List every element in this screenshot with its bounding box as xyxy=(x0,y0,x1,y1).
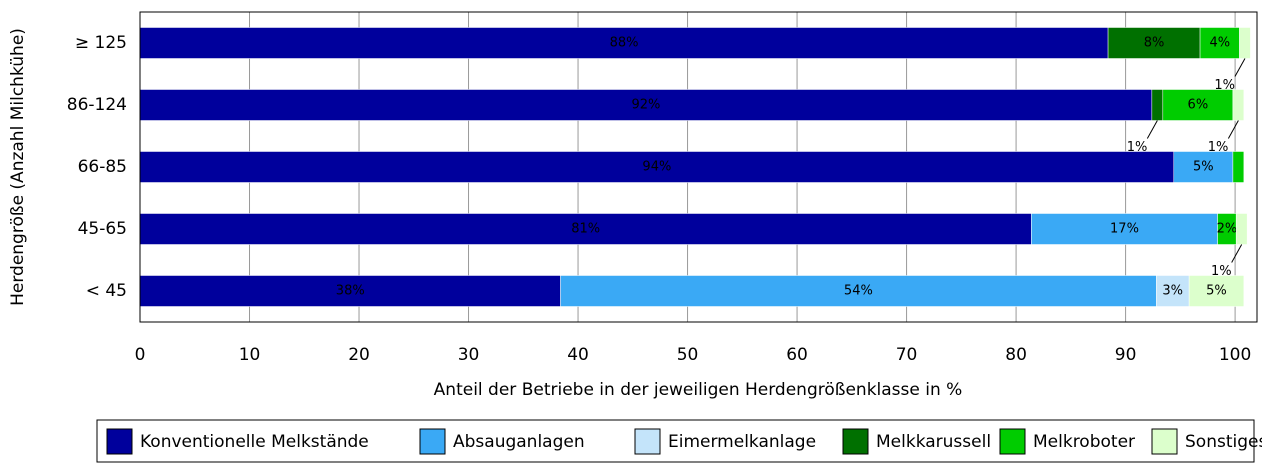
data-label: 17% xyxy=(1110,222,1139,237)
legend-swatch xyxy=(999,428,1026,455)
plot-frame xyxy=(139,11,1258,323)
bar-segment xyxy=(1232,151,1245,183)
bar-segment xyxy=(139,275,561,307)
legend-swatch xyxy=(634,428,661,455)
data-label: 92% xyxy=(631,98,660,113)
legend-label: Konventionelle Melkstände xyxy=(140,432,369,452)
bar-segment xyxy=(1107,27,1201,59)
y-axis-title: Herdengröße (Anzahl Milchkühe) xyxy=(8,28,28,306)
data-label: 94% xyxy=(642,160,671,175)
x-tick-label: 30 xyxy=(458,345,480,365)
legend-swatch xyxy=(1151,428,1178,455)
y-tick-label: ≥ 125 xyxy=(75,33,127,53)
y-tick-label: 45-65 xyxy=(78,219,127,239)
bar-segment xyxy=(1031,213,1218,245)
bar-segment xyxy=(1188,275,1245,307)
x-axis-title: Anteil der Betriebe in der jeweiligen He… xyxy=(434,380,963,400)
bar-segment xyxy=(139,27,1109,59)
legend-box xyxy=(96,419,1255,463)
leader-line xyxy=(1146,120,1158,139)
leader-line xyxy=(1234,58,1246,77)
data-label: 8% xyxy=(1144,36,1165,51)
bar-segment xyxy=(1235,213,1248,245)
data-label: 2% xyxy=(1217,222,1238,237)
bar-segment xyxy=(1232,89,1245,121)
data-label: 81% xyxy=(571,222,600,237)
x-tick-label: 50 xyxy=(677,345,699,365)
data-label: 4% xyxy=(1209,36,1230,51)
x-tick-label: 80 xyxy=(1005,345,1027,365)
bar-segment xyxy=(1156,275,1190,307)
legend-label: Sonstiges xyxy=(1185,432,1262,452)
legend-label: Eimermelkanlage xyxy=(668,432,816,452)
bar-segment xyxy=(139,213,1032,245)
data-label: 5% xyxy=(1193,160,1214,175)
bar-segment xyxy=(1151,89,1164,121)
legend-swatch xyxy=(106,428,133,455)
y-tick-label: 66-85 xyxy=(78,157,127,177)
bar-segment xyxy=(560,275,1157,307)
legend-label: Melkkarussell xyxy=(876,432,991,452)
x-tick-label: 70 xyxy=(896,345,918,365)
data-label: 88% xyxy=(610,36,639,51)
x-tick-label: 0 xyxy=(135,345,146,365)
leader-line xyxy=(1231,244,1243,263)
legend-label: Absauganlagen xyxy=(453,432,585,452)
bar-segment xyxy=(1239,27,1251,59)
data-label: 6% xyxy=(1188,98,1209,113)
data-label: 5% xyxy=(1206,284,1227,299)
data-label: 3% xyxy=(1162,284,1183,299)
data-label: 38% xyxy=(336,284,365,299)
x-tick-label: 10 xyxy=(239,345,261,365)
bar-segment xyxy=(139,151,1175,183)
y-tick-label: < 45 xyxy=(86,281,127,301)
legend-label: Melkroboter xyxy=(1033,432,1135,452)
legend-swatch xyxy=(842,428,869,455)
y-tick-label: 86-124 xyxy=(67,95,127,115)
leader-line xyxy=(1227,120,1239,139)
x-tick-label: 40 xyxy=(567,345,589,365)
x-tick-label: 60 xyxy=(786,345,808,365)
data-label: 54% xyxy=(844,284,873,299)
legend-swatch xyxy=(419,428,446,455)
x-tick-label: 90 xyxy=(1115,345,1137,365)
x-tick-label: 100 xyxy=(1219,345,1251,365)
x-tick-label: 20 xyxy=(348,345,370,365)
